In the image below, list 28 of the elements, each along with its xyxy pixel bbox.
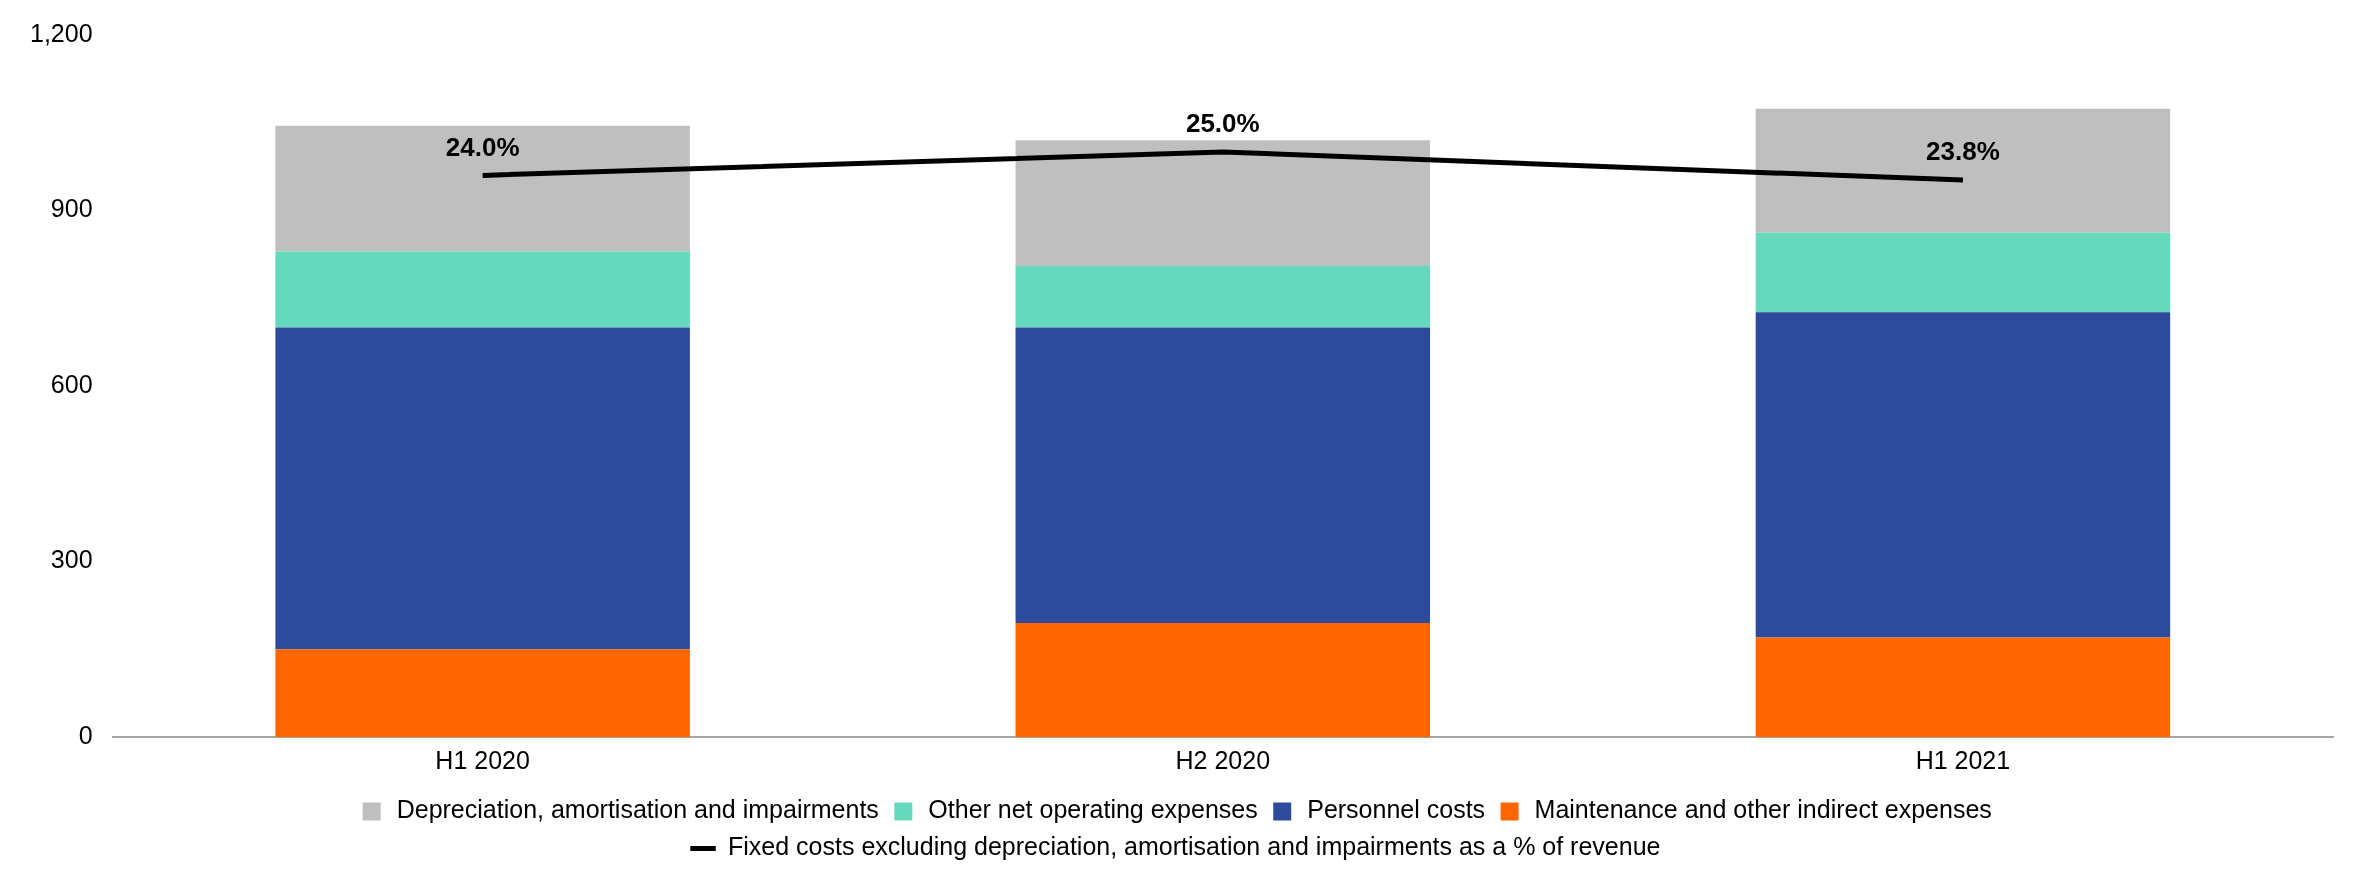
legend-label: Maintenance and other indirect expenses	[1534, 795, 1992, 824]
data-label: 23.8%	[1926, 136, 2000, 167]
y-tick-label: 1,200	[30, 18, 93, 47]
bar	[1015, 140, 1431, 267]
x-tick-label: H2 2020	[1175, 745, 1271, 774]
y-tick-label: 600	[50, 369, 93, 398]
legend-label: Depreciation, amortisation and impairments	[396, 795, 879, 824]
bar	[275, 327, 690, 650]
bar	[1015, 327, 1431, 623]
bar	[1015, 266, 1431, 328]
x-tick-label: H1 2020	[435, 745, 530, 774]
bar	[1755, 108, 2171, 233]
bar	[275, 251, 690, 328]
y-tick-label: 0	[78, 720, 93, 749]
data-label: 24.0%	[445, 131, 520, 162]
bar	[1755, 232, 2171, 313]
legend-label: Fixed costs excluding depreciation, amortisation and impairments as a % of revenue	[728, 832, 1661, 861]
bar	[1015, 622, 1431, 737]
bar	[275, 649, 690, 737]
bar	[275, 125, 690, 252]
bar	[1755, 312, 2171, 638]
data-label: 25.0%	[1185, 108, 1260, 139]
y-tick-label: 900	[50, 194, 93, 223]
legend-label: Other net operating expenses	[928, 795, 1258, 824]
x-tick-label: H1 2021	[1915, 745, 2011, 774]
y-tick-label: 300	[50, 545, 93, 574]
legend-label: Personnel costs	[1307, 795, 1486, 824]
bar	[1755, 637, 2171, 737]
